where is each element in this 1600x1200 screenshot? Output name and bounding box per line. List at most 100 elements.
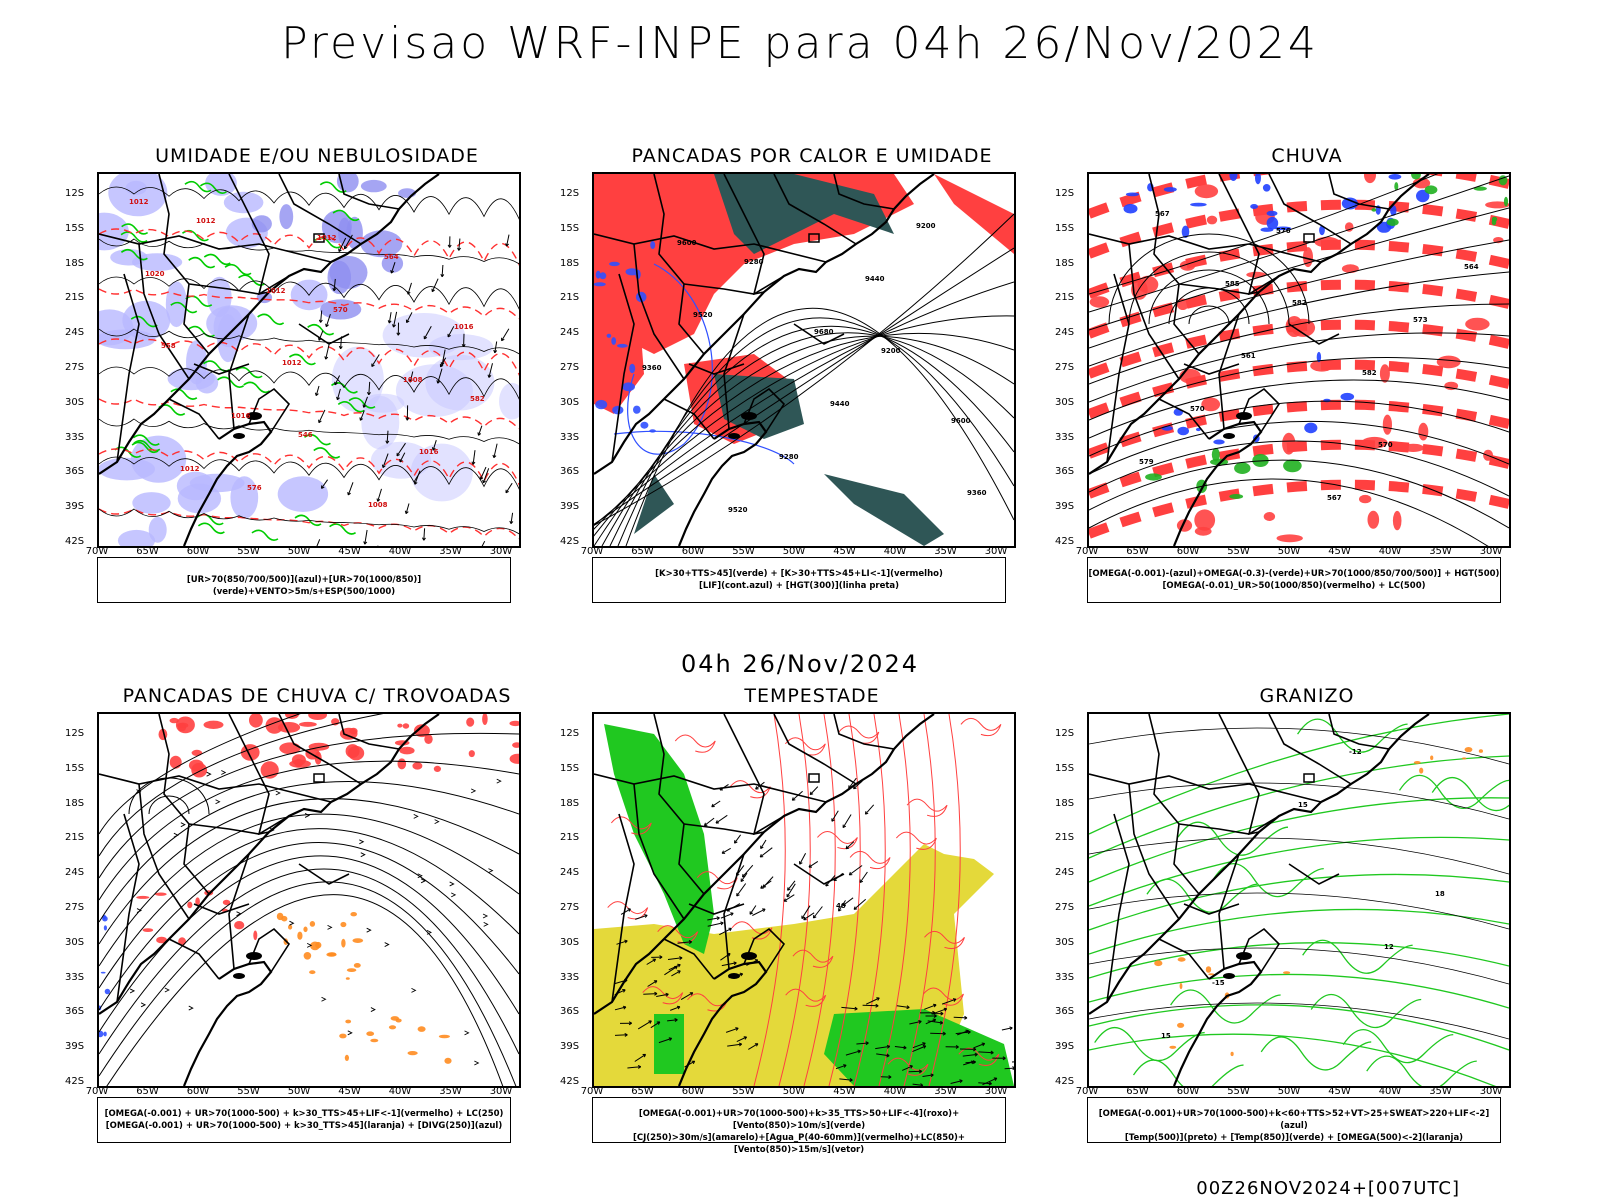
lat-label: 24S <box>65 867 85 879</box>
lat-label: 27S <box>1055 362 1075 373</box>
lat-label: 24S <box>560 867 580 879</box>
contour-label: 546 <box>298 431 313 439</box>
lon-label: 60W <box>1176 546 1200 557</box>
contour-label: 9360 <box>642 364 662 372</box>
map-canvas: 585 582 579 576 573 570 567 564 561 570 567 582 <box>1089 174 1509 546</box>
contour-label: 1016 <box>454 323 474 331</box>
lon-label: 40W <box>883 546 907 557</box>
lon-label: 50W <box>782 546 806 557</box>
lat-label: 36S <box>65 466 85 478</box>
panel-chuva: CHUVA 585 582 579 576 573 570 567 564 561 570 567 58… <box>1047 145 1567 635</box>
panel-title: PANCADAS POR CALOR E UMIDADE <box>631 145 993 167</box>
lat-label: 33S <box>560 431 580 443</box>
lon-label: 60W <box>681 1086 705 1097</box>
contour-label: 1016 <box>231 412 251 420</box>
lon-label: 70W <box>1075 546 1099 557</box>
contour-label: 9200 <box>916 222 936 230</box>
lat-label: 12S <box>65 728 85 739</box>
contour-label: 1012 <box>317 234 337 242</box>
panel-title: GRANIZO <box>1259 685 1355 707</box>
contour-label: 18 <box>1435 890 1445 898</box>
lon-label: 40W <box>883 1086 907 1097</box>
lon-label: 65W <box>631 546 654 557</box>
lon-label: 55W <box>732 1086 755 1097</box>
lat-label: 15S <box>65 762 85 774</box>
legend-line-1: [OMEGA(-0.001)+UR>70(1000-500)+k>35_TTS>… <box>638 1109 960 1131</box>
lat-label: 12S <box>1055 728 1075 739</box>
contour-label: 567 <box>1327 494 1342 502</box>
lat-label: 30S <box>65 396 85 408</box>
map-umidade[interactable]: 1012 1012 1008 1012 1012 1016 1016 1008 1020 1012… <box>97 172 521 548</box>
map-pancadas[interactable]: 9600 9680 9600 9520 9440 9360 9280 9200 9520 9440… <box>592 172 1016 548</box>
lat-label: 42S <box>65 536 85 547</box>
legend-line-1: [K>30+TTS>45](verde) + [K>30+TTS>45+LI<-… <box>655 569 943 579</box>
contour-label: 1008 <box>368 501 388 509</box>
lon-label: 45W <box>1328 1086 1351 1097</box>
lon-label: 65W <box>136 1086 159 1097</box>
lat-label: 27S <box>560 902 580 913</box>
lon-label: 55W <box>732 546 755 557</box>
lat-label: 30S <box>1055 396 1075 408</box>
map-tempestade[interactable]: 40 <box>592 712 1016 1088</box>
lon-label: 50W <box>287 1086 311 1097</box>
contour-label: 576 <box>247 484 262 492</box>
lat-label: 12S <box>560 188 580 199</box>
lon-label: 35W <box>1429 546 1452 557</box>
lat-label: 15S <box>1055 762 1075 774</box>
map-chuva[interactable]: 585 582 579 576 573 570 567 564 561 570 567 582 <box>1087 172 1511 548</box>
lon-label: 65W <box>136 546 159 557</box>
contour-label: 582 <box>1292 299 1307 307</box>
lon-label: 60W <box>1176 1086 1200 1097</box>
panel-title: CHUVA <box>1271 145 1343 167</box>
lon-label: 30W <box>984 1086 1008 1097</box>
lat-label: 15S <box>1055 222 1075 234</box>
lat-label: 27S <box>1055 902 1075 913</box>
contour-label: 1016 <box>419 448 439 456</box>
contour-label: 40 <box>836 902 846 910</box>
panel-legend: [K>30+TTS>45](verde) + [K>30+TTS>45+LI<-… <box>592 557 1006 603</box>
lat-label: 33S <box>65 431 85 443</box>
map-trovoadas[interactable] <box>97 712 521 1088</box>
lon-label: 45W <box>338 546 361 557</box>
contour-label: 570 <box>333 306 348 314</box>
lon-label: 45W <box>1328 546 1351 557</box>
contour-label: 567 <box>1155 210 1170 218</box>
legend-line-2: [CJ(250)>30m/s](amarelo)+[Agua_P(40-60mm… <box>632 1133 966 1155</box>
lat-label: 42S <box>1055 536 1075 547</box>
contour-label: -12 <box>1349 748 1362 756</box>
contour-label: 1012 <box>282 359 302 367</box>
lat-label: 18S <box>1055 797 1075 809</box>
map-canvas: 9600 9680 9600 9520 9440 9360 9280 9200 9520 9440… <box>594 174 1014 546</box>
lat-label: 39S <box>65 1041 85 1053</box>
contour-label: 582 <box>1362 369 1377 377</box>
map-granizo[interactable]: 12 15 15 18 -15 -12 <box>1087 712 1511 1088</box>
contour-label: 564 <box>384 253 399 261</box>
contour-label: 1012 <box>180 465 200 473</box>
panel-trovoadas: PANCADAS DE CHUVA C/ TROVOADAS 12S 15S 18S 2… <box>57 685 577 1175</box>
contour-label: 9280 <box>744 258 764 266</box>
lon-label: 45W <box>833 1086 856 1097</box>
lon-label: 40W <box>1378 1086 1402 1097</box>
legend-line-2: [OMEGA(-0.001) + UR>70(1000-500) + k>30_… <box>105 1121 503 1131</box>
lon-label: 40W <box>388 546 412 557</box>
lat-label: 39S <box>1055 1041 1075 1053</box>
contour-label: 573 <box>1413 316 1428 324</box>
lat-label: 30S <box>1055 936 1075 948</box>
mid-title: 04h 26/Nov/2024 <box>680 650 919 678</box>
lon-label: 30W <box>1479 1086 1503 1097</box>
lat-label: 36S <box>560 1006 580 1018</box>
map-canvas: 40 <box>594 714 1014 1086</box>
lon-label: 70W <box>1075 1086 1099 1097</box>
lat-label: 42S <box>65 1076 85 1087</box>
contour-label: 1008 <box>403 376 423 384</box>
lat-label: 24S <box>65 327 85 339</box>
contour-label: 561 <box>1241 352 1256 360</box>
panel-legend: [OMEGA(-0.001) + UR>70(1000-500) + k>30_… <box>97 1097 511 1143</box>
map-canvas <box>99 714 519 1086</box>
lon-label: 35W <box>934 546 957 557</box>
lon-label: 70W <box>85 546 109 557</box>
main-title: Previsao WRF-INPE para 04h 26/Nov/2024 <box>281 18 1319 69</box>
lon-label: 40W <box>388 1086 412 1097</box>
lat-label: 33S <box>1055 431 1075 443</box>
panel-legend: [OMEGA(-0.001)+UR>70(1000-500)+k<60+TTS>… <box>1087 1097 1501 1143</box>
